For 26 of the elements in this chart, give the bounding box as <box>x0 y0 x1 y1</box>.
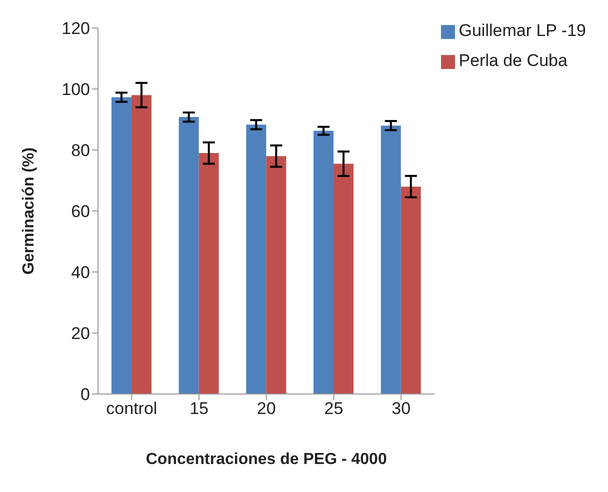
x-tick-label: 25 <box>324 399 344 418</box>
bar <box>334 164 354 394</box>
bar <box>314 130 334 394</box>
bar <box>198 153 219 394</box>
x-tick-label: 15 <box>190 399 208 418</box>
y-tick-label: 20 <box>71 324 90 344</box>
bar <box>178 117 199 394</box>
y-tick-label: 120 <box>62 19 90 38</box>
bar <box>380 126 401 394</box>
y-tick-label: 80 <box>71 141 90 160</box>
x-tick-label: 20 <box>256 399 276 418</box>
bar <box>246 124 266 394</box>
bar <box>111 97 132 394</box>
legend-label: Guillemar LP -19 <box>458 21 586 40</box>
bar <box>400 186 421 394</box>
x-axis-title: Concentraciones de PEG - 4000 <box>146 451 387 468</box>
y-tick-label: 100 <box>62 80 90 100</box>
y-tick-label: 40 <box>71 263 90 282</box>
x-tick-label: control <box>106 399 158 418</box>
bar <box>266 156 286 394</box>
legend-label: Perla de Cuba <box>458 51 568 70</box>
y-tick-label: 0 <box>80 385 90 404</box>
y-tick-label: 60 <box>71 202 90 222</box>
y-axis-title: Germinación (%) <box>20 147 38 275</box>
bar <box>131 95 152 394</box>
x-tick-label: 30 <box>392 399 411 418</box>
